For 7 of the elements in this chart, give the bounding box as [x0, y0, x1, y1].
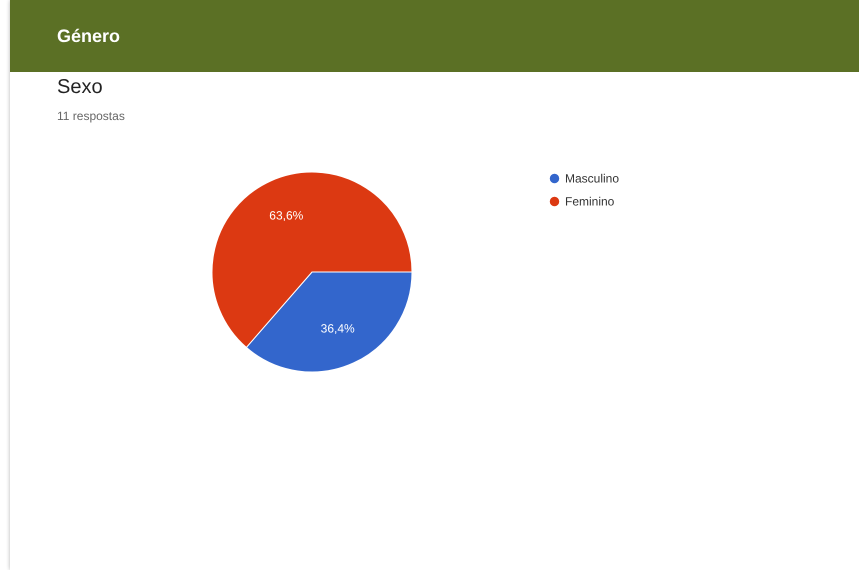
text: Género — [10, 0, 859, 72]
legend-label: Feminino — [565, 194, 615, 208]
text: 11 respostas — [57, 109, 125, 123]
legend-label: Masculino — [565, 172, 620, 186]
data-label: 36,4% — [320, 321, 356, 336]
chart-title: Sexo — [57, 76, 103, 98]
data-label: 63,6% — [269, 208, 304, 223]
